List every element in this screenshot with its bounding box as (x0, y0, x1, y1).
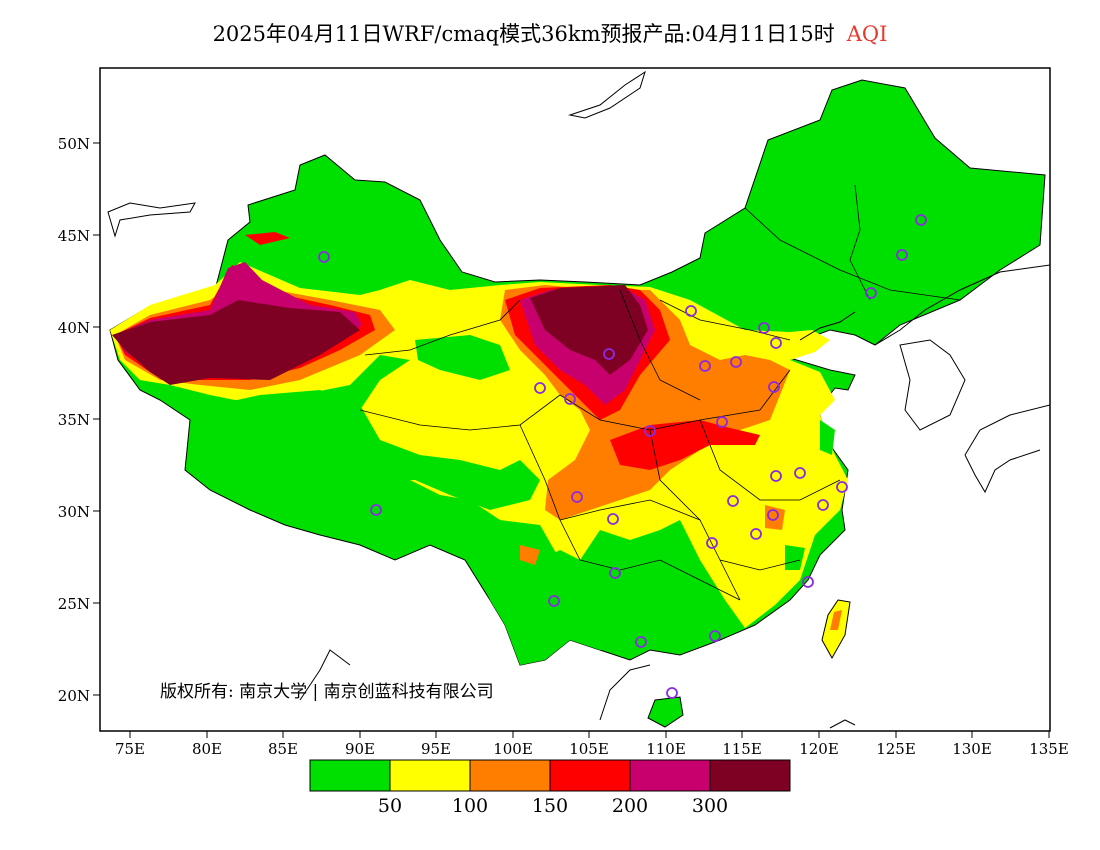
colorbar-swatch (309, 759, 391, 792)
taiwan-moderate (830, 610, 842, 630)
lat-tick: 20N (58, 687, 90, 705)
title-variable: AQI (846, 22, 888, 46)
lon-tick: 115E (722, 740, 762, 758)
hainan (647, 696, 684, 728)
lon-tick: 130E (952, 740, 992, 758)
lon-axis (129, 731, 1050, 738)
colorbar-swatch (549, 759, 631, 792)
lat-tick: 25N (58, 595, 90, 613)
lon-tick: 75E (115, 740, 145, 758)
lon-tick: 120E (799, 740, 839, 758)
lon-tick: 110E (646, 740, 686, 758)
lon-tick-labels: 75E 80E 85E 90E 95E 100E 105E 110E 115E … (115, 740, 1069, 758)
lat-tick: 30N (58, 503, 90, 521)
aqi-zone-red-top (245, 232, 290, 245)
aqi-zone-hazardous (112, 300, 360, 385)
colorbar-swatch (389, 759, 471, 792)
green-patch-fujian (785, 545, 805, 570)
lon-tick: 80E (192, 740, 222, 758)
colorbar: 50 100 150 200 300 (309, 759, 791, 817)
lat-tick: 35N (58, 411, 90, 429)
lon-tick: 135E (1029, 740, 1069, 758)
aqi-zone-hazardous-inner-mongolia (530, 285, 648, 375)
lat-tick: 45N (58, 227, 90, 245)
lat-tick-labels: 50N 45N 40N 35N 30N 25N 20N (58, 135, 90, 705)
green-patch-qinghai (415, 335, 510, 380)
lon-tick: 85E (268, 740, 298, 758)
lat-tick: 40N (58, 319, 90, 337)
green-patch-tibet (190, 390, 540, 510)
map-plot-area (107, 70, 1050, 729)
colorbar-label: 50 (378, 795, 402, 817)
lon-tick: 105E (569, 740, 609, 758)
copyright-text: 版权所有: 南京大学 | 南京创蓝科技有限公司 (160, 682, 494, 702)
province-boundaries (359, 184, 961, 601)
colorbar-swatch (709, 759, 791, 792)
colorbar-swatch (469, 759, 551, 792)
colorbar-label: 300 (692, 795, 728, 817)
station-markers (318, 214, 927, 699)
title-text: 2025年04月11日WRF/cmaq模式36km预报产品:04月11日15时 (212, 22, 835, 46)
colorbar-swatch (629, 759, 711, 792)
plot-frame (99, 67, 1051, 732)
lon-tick: 100E (493, 740, 533, 758)
aqi-zone-red-henan (610, 420, 760, 470)
lon-tick: 125E (876, 740, 916, 758)
green-patch-east (820, 420, 835, 455)
colorbar-label: 200 (612, 795, 648, 817)
colorbar-label: 150 (532, 795, 568, 817)
lat-tick: 50N (58, 135, 90, 153)
green-patch-yunnan (470, 520, 660, 665)
lat-axis (93, 142, 100, 696)
colorbar-label: 100 (452, 795, 488, 817)
neighbour-coastlines (107, 70, 1050, 729)
lon-tick: 95E (421, 740, 451, 758)
aqi-zone-orange-south (520, 545, 540, 565)
lon-tick: 90E (345, 740, 375, 758)
map-title: 2025年04月11日WRF/cmaq模式36km预报产品:04月11日15时 A… (0, 18, 1100, 48)
